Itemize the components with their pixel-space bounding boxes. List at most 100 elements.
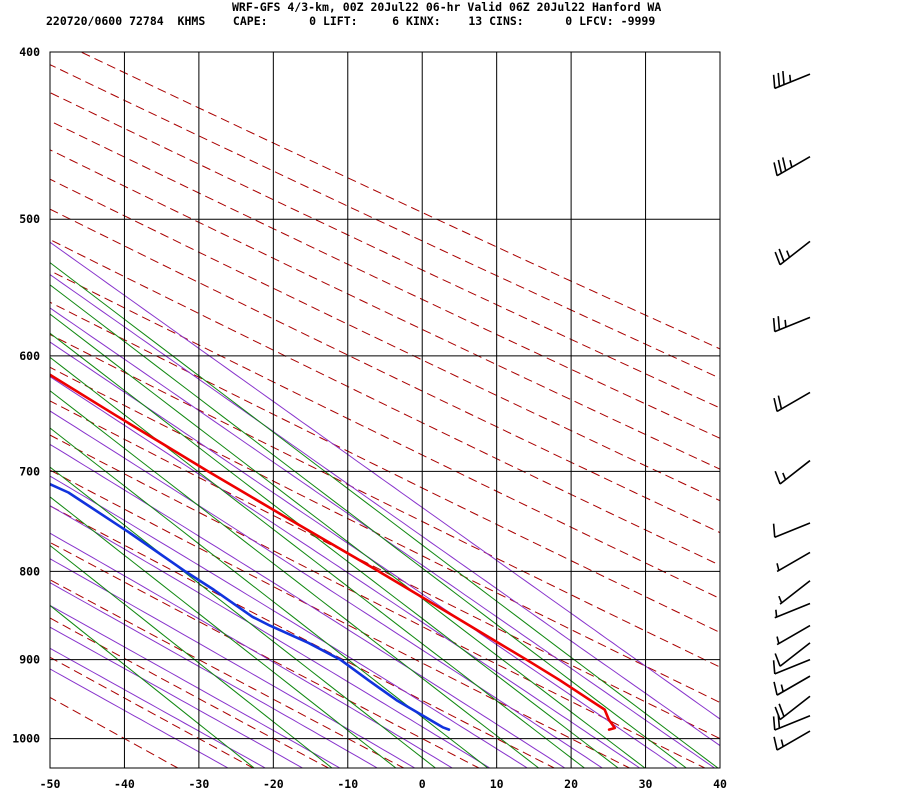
wind-barb-flag xyxy=(778,703,785,717)
wind-barb-staff xyxy=(776,675,811,696)
wind-barb-half-flag xyxy=(780,739,784,747)
moist-adiabat xyxy=(50,558,416,768)
x-tick-label: -20 xyxy=(263,777,284,791)
wind-barb-flag xyxy=(772,74,776,89)
wind-barb-half-flag xyxy=(776,636,780,644)
x-tick-label: 0 xyxy=(419,777,426,791)
dry-adiabat xyxy=(50,120,720,439)
moist-adiabat xyxy=(50,341,678,768)
sounding-series xyxy=(50,482,451,731)
dry-adiabat xyxy=(50,333,720,668)
moist-adiabat xyxy=(50,376,641,768)
mixing-ratio-line xyxy=(50,390,540,768)
dry-adiabat xyxy=(50,270,720,600)
moist-adiabat xyxy=(50,475,529,768)
mixing-ratio-line xyxy=(50,604,256,768)
wind-barb-flag xyxy=(772,318,776,332)
x-tick-label: 30 xyxy=(639,777,653,791)
dry-adiabat xyxy=(50,617,330,768)
wind-barb-flag xyxy=(772,716,776,731)
chart-title: WRF-GFS 4/3-km, 00Z 20Jul22 06-hr Valid … xyxy=(232,0,662,14)
wind-barb-staff xyxy=(774,715,811,731)
dry-adiabat xyxy=(50,505,556,768)
mixing-ratio-line xyxy=(50,313,646,768)
wind-barb xyxy=(773,675,811,696)
wind-barb-half-flag xyxy=(784,319,787,328)
wind-barb-flag xyxy=(773,736,778,751)
moist-adiabat xyxy=(50,410,604,768)
wind-barb-staff xyxy=(776,624,811,646)
mixing-ratio-line xyxy=(50,544,333,768)
y-tick-label: 400 xyxy=(19,45,40,59)
wind-barb-half-flag xyxy=(786,250,791,258)
moist-adiabat xyxy=(50,647,267,768)
wind-barb-staff xyxy=(779,642,811,667)
mixing-ratio-line xyxy=(50,284,688,768)
sounding-series xyxy=(50,373,617,731)
wind-barb-flag xyxy=(774,706,781,720)
wind-barb-staff xyxy=(774,658,811,675)
wind-barb xyxy=(776,624,811,646)
moist-adiabat xyxy=(50,626,304,768)
wind-barb xyxy=(774,602,811,619)
wind-barb-flag xyxy=(782,71,785,85)
wind-barb-flag xyxy=(777,72,781,87)
moist-adiabat xyxy=(50,307,716,768)
wind-barb xyxy=(773,730,811,751)
wind-barb xyxy=(773,156,811,177)
moist-adiabat xyxy=(50,582,379,768)
dry-adiabat xyxy=(50,541,480,768)
wind-barb xyxy=(773,391,811,413)
wind-barb xyxy=(774,642,811,667)
wind-barb-half-flag xyxy=(775,609,778,618)
dry-adiabat xyxy=(50,178,720,502)
wind-barb-flag xyxy=(778,248,785,262)
x-tick-label: -50 xyxy=(40,777,61,791)
wind-barb-flag xyxy=(774,470,781,485)
moist-adiabat xyxy=(50,532,454,768)
wind-barb xyxy=(772,71,811,90)
x-tick-label: -10 xyxy=(337,777,358,791)
wind-barb xyxy=(772,658,811,675)
mixing-ratio-line xyxy=(50,496,397,768)
y-tick-label: 600 xyxy=(19,349,40,363)
wind-barb-staff xyxy=(776,551,811,573)
wind-barb-flag xyxy=(773,681,778,696)
wind-barb-staff xyxy=(779,459,811,485)
x-tick-label: 20 xyxy=(564,777,578,791)
wind-barb-staff xyxy=(776,730,811,751)
sounding-profiles xyxy=(50,373,617,731)
wind-barb-staff xyxy=(779,695,811,721)
mixing-ratio-line xyxy=(50,466,437,768)
temperature-axis: -50 -40 -30 -20 -10 0 10 20 30 40 xyxy=(40,777,727,791)
moist-adiabat xyxy=(50,443,566,768)
wind-barb xyxy=(774,459,811,485)
dry-adiabat xyxy=(50,366,720,704)
wind-barb-flag xyxy=(773,397,778,412)
dry-adiabat xyxy=(50,92,720,409)
y-tick-label: 800 xyxy=(19,564,40,578)
mixing-ratio-line xyxy=(50,262,719,768)
wind-barb-half-flag xyxy=(789,159,793,168)
wind-barb-half-flag xyxy=(778,595,783,604)
dry-adiabat xyxy=(50,239,720,566)
x-tick-label: -30 xyxy=(188,777,209,791)
wind-barb-flag xyxy=(774,251,781,266)
wind-barb xyxy=(778,580,811,605)
dry-adiabat xyxy=(50,656,255,768)
background-lines xyxy=(50,52,720,768)
wind-barb-half-flag xyxy=(776,563,780,571)
wind-barb-staff xyxy=(774,522,811,539)
wind-barb-flag xyxy=(772,523,776,538)
wind-barb xyxy=(774,695,811,721)
wind-barb xyxy=(774,240,811,266)
x-tick-label: 10 xyxy=(490,777,504,791)
wind-barb-staff xyxy=(776,391,811,413)
moist-adiabat xyxy=(50,604,341,768)
wind-barb xyxy=(772,714,811,731)
moist-adiabat xyxy=(50,668,230,768)
wind-barb-flag xyxy=(777,395,783,410)
moist-adiabat xyxy=(50,273,720,747)
wind-barb-flag xyxy=(773,162,778,176)
